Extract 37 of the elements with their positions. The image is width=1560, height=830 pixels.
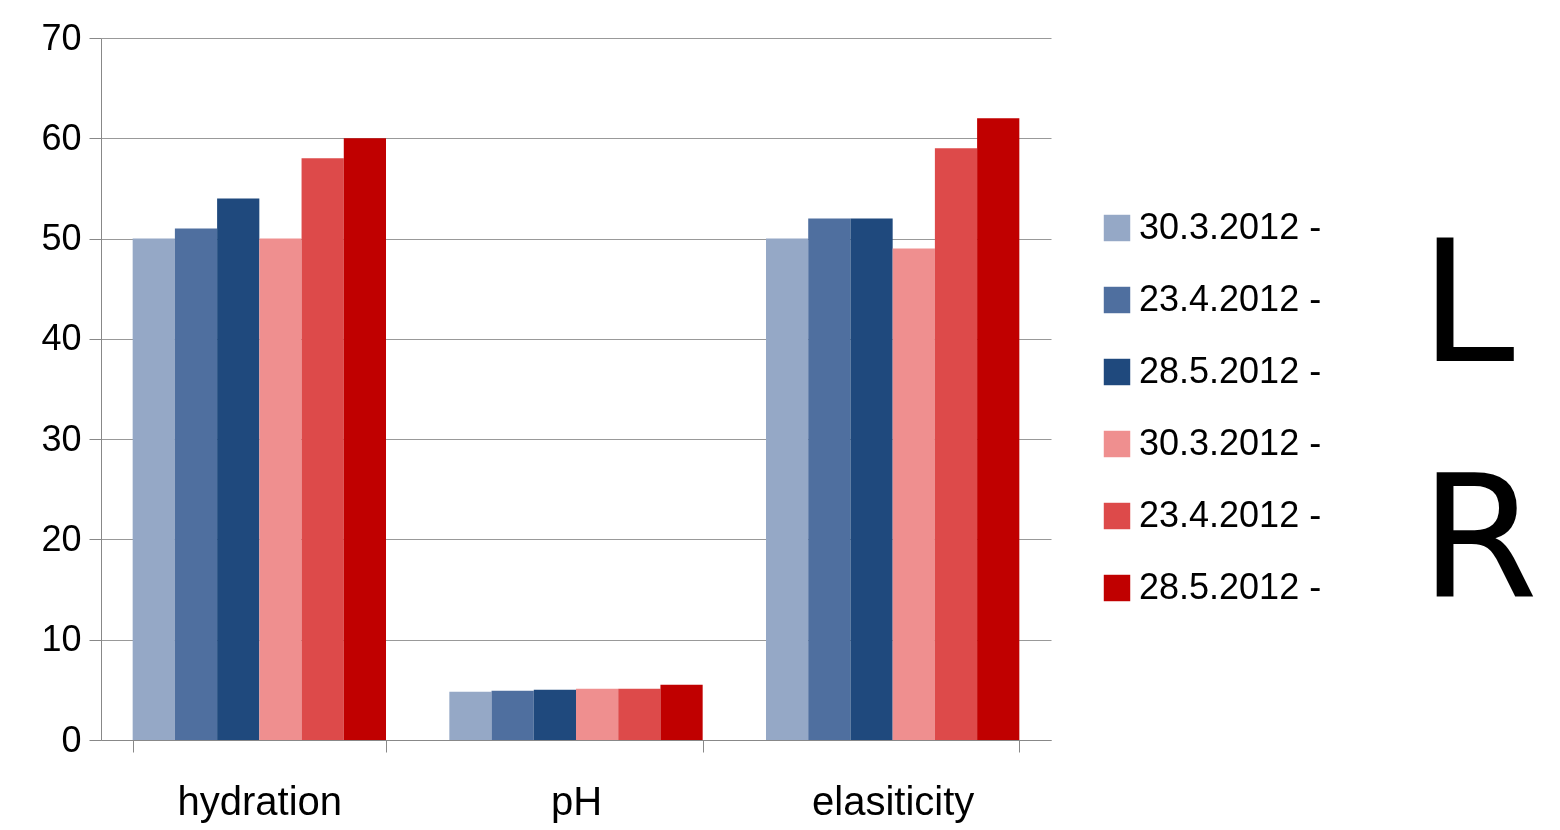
bar xyxy=(217,198,260,740)
y-tick-label: 30 xyxy=(41,417,82,459)
legend-label: 28.5.2012 - xyxy=(1139,566,1322,607)
bar xyxy=(343,138,386,740)
bar xyxy=(850,218,893,740)
legend-label: 30.3.2012 - xyxy=(1139,206,1322,247)
y-tick-label: 50 xyxy=(41,217,82,259)
x-tick-label: pH xyxy=(550,778,603,823)
legend-label: 23.4.2012 - xyxy=(1139,278,1322,319)
y-tick-label: 10 xyxy=(41,618,82,660)
text: L xyxy=(1420,202,1516,403)
legend-label: 30.3.2012 - xyxy=(1139,422,1322,463)
bar xyxy=(132,238,175,740)
text: R xyxy=(1420,437,1539,638)
y-tick-label: 40 xyxy=(41,317,82,359)
bar xyxy=(934,148,978,740)
bar xyxy=(301,158,344,740)
bar xyxy=(808,218,851,740)
y-tick-label: 70 xyxy=(41,16,82,58)
y-tick-label: 60 xyxy=(41,116,82,158)
bar xyxy=(766,238,809,740)
bar xyxy=(449,691,492,740)
bar xyxy=(259,238,302,740)
x-tick-label: hydration xyxy=(177,778,343,823)
y-tick-label: 20 xyxy=(41,517,82,559)
legend-label: 23.4.2012 - xyxy=(1139,494,1322,535)
legend-label: 28.5.2012 - xyxy=(1139,350,1322,391)
bar xyxy=(533,689,576,740)
bar xyxy=(576,688,619,740)
bar xyxy=(660,684,703,740)
y-tick-label: 0 xyxy=(61,718,82,760)
bar xyxy=(174,228,218,740)
bar xyxy=(977,118,1020,740)
bar xyxy=(618,688,661,740)
bar xyxy=(892,248,935,740)
bar xyxy=(491,690,534,740)
x-tick-label: elasiticity xyxy=(812,778,975,823)
